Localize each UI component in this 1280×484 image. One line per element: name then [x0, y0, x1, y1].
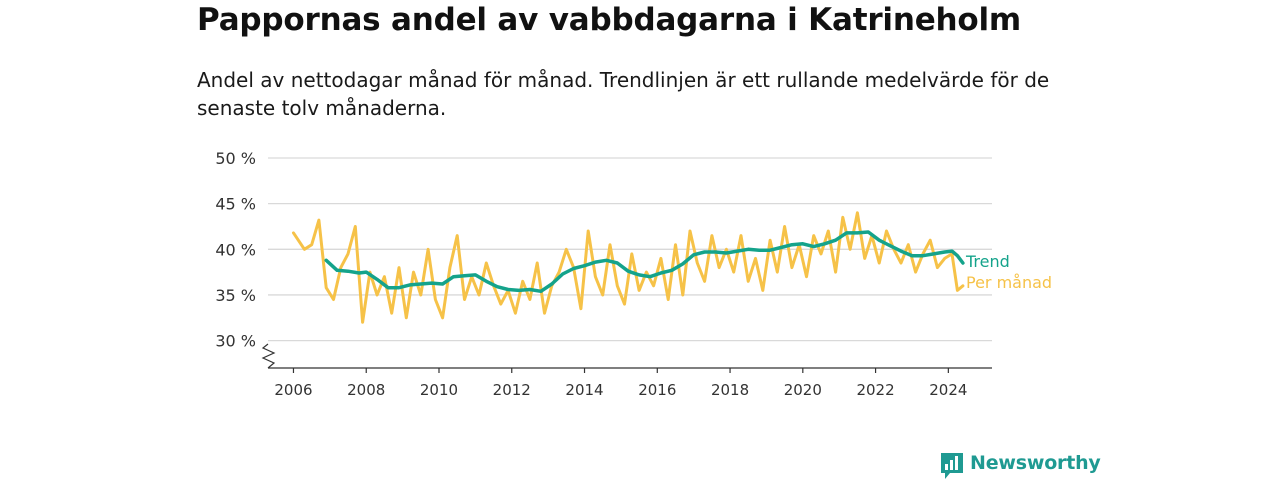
x-tick-label: 2020 — [784, 381, 822, 399]
axis-break-mark — [261, 343, 276, 369]
y-tick-label: 35 % — [215, 286, 256, 305]
x-tick-label: 2014 — [565, 381, 603, 399]
y-tick-label: 40 % — [215, 240, 256, 259]
y-tick-label: 45 % — [215, 195, 256, 214]
x-axis: 2006 2008 2010 2012 2014 2016 2018 2020 2022 2024 — [261, 343, 992, 399]
x-tick-label: 2006 — [274, 381, 312, 399]
x-tick-label: 2012 — [493, 381, 531, 399]
brand-name: Newsworthy — [970, 452, 1101, 474]
x-tick-label: 2018 — [711, 381, 749, 399]
x-tick-label: 2022 — [856, 381, 894, 399]
y-tick-label: 50 % — [215, 149, 256, 168]
x-tick-label: 2008 — [347, 381, 385, 399]
newsworthy-logo: Newsworthy — [940, 452, 1101, 480]
x-tick-label: 2016 — [638, 381, 676, 399]
y-axis-ticks: 30 % 35 % 40 % 45 % 50 % — [215, 149, 256, 351]
bar-chart-speech-icon — [941, 453, 963, 479]
x-tick-label: 2024 — [929, 381, 967, 399]
line-chart: 30 % 35 % 40 % 45 % 50 % 2006 2008 2010 2012 201… — [215, 149, 1052, 399]
series-line-trend — [324, 230, 965, 294]
series-label-per-manad: Per månad — [966, 273, 1052, 292]
series-lines — [292, 211, 965, 324]
series-line-per-manad — [292, 211, 965, 324]
series-labels: Per månad Trend — [965, 252, 1052, 292]
chart-title: Pappornas andel av vabbdagarna i Katrine… — [197, 2, 1022, 38]
chart-subtitle: Andel av nettodagar månad för månad. Tre… — [197, 68, 1050, 120]
x-tick-label: 2010 — [420, 381, 458, 399]
y-tick-label: 30 % — [215, 332, 256, 351]
series-label-trend: Trend — [965, 252, 1010, 271]
